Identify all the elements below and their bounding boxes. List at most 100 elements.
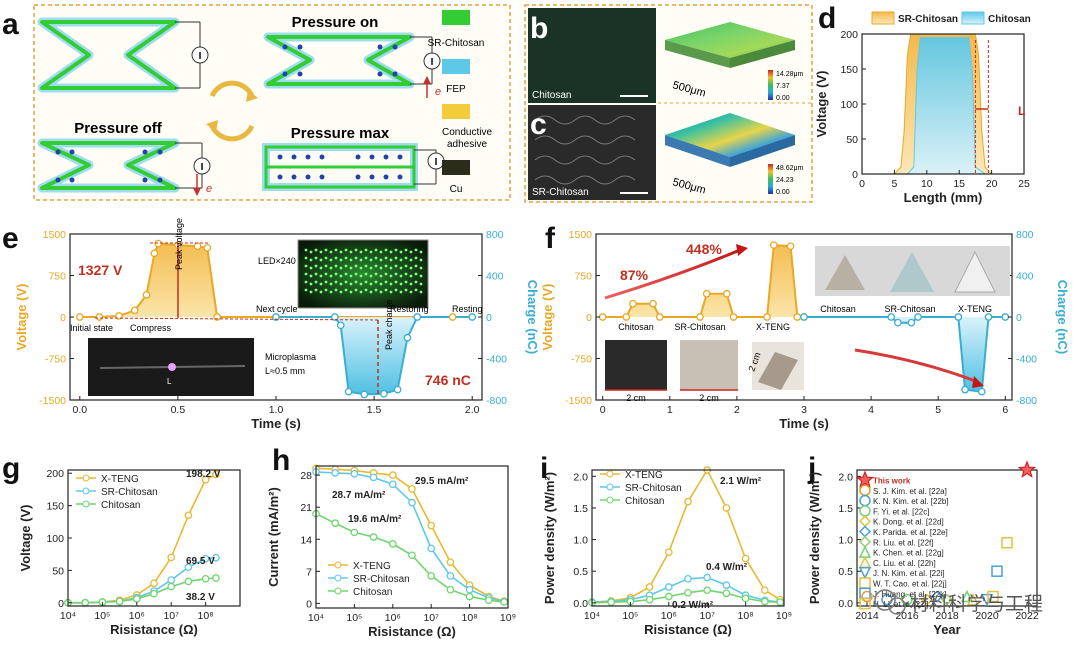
charge-point-f — [1001, 313, 1010, 321]
voltage-point-e — [130, 306, 139, 315]
sem-label-chitosan: Chitosan — [532, 90, 571, 101]
x-tick-label-g: 10⁵ — [94, 610, 110, 622]
device-pressure-on: I e — [263, 32, 441, 98]
led-dot — [314, 288, 318, 292]
led-dot — [389, 258, 393, 262]
led-dot — [409, 258, 413, 262]
led-label: LED×240 — [258, 256, 296, 266]
led-dot — [324, 280, 328, 284]
panel-f-annotations: 87% 448% Chitosan SR-Chitosan X-TENG 2 c… — [604, 241, 1010, 403]
point-h-2 — [427, 572, 436, 580]
value-label-g: 38.2 V — [186, 592, 215, 603]
legend-sr-chitosan: SR-Chitosan — [428, 38, 485, 49]
point-i-2 — [760, 597, 769, 606]
ammeter-label: I — [435, 157, 438, 168]
led-dot — [414, 272, 418, 276]
area-voltage-f — [602, 245, 804, 317]
x-axis-label-g: Risistance (Ω) — [110, 622, 198, 637]
y-tick-label-i: 0.0 — [573, 598, 588, 610]
point-h-1 — [388, 480, 397, 489]
led-dot — [359, 290, 363, 294]
x-tick-label-f: 4 — [868, 404, 874, 416]
scatter-point-j — [861, 590, 873, 603]
charge-point-e — [468, 313, 477, 321]
led-dot — [349, 290, 353, 294]
legend-label-j: K. Parida. et al. [22e] — [873, 528, 948, 537]
x-tick-label-i: 10⁶ — [661, 610, 677, 622]
y-tick-label-d: 200 — [840, 29, 858, 41]
led-dot — [329, 266, 333, 270]
legend-marker-j — [858, 545, 872, 558]
y-tick-label-e: 750 — [48, 271, 66, 283]
x-tick-label-d: 20 — [986, 178, 998, 190]
legend-label-j: H. Li. et al. [22l] — [873, 600, 929, 609]
y-tick-label-e: -1500 — [39, 395, 66, 407]
y2-tick-label-e: 400 — [486, 271, 504, 283]
panel-label-d: d — [818, 2, 836, 35]
y2-axis-label-e: Charge (nC) — [525, 280, 540, 354]
led-dot — [349, 282, 353, 286]
legend-label-i: Chitosan — [625, 496, 664, 507]
ammeter-icon — [193, 157, 211, 175]
panel-e-annotations: 1327 V 746 nC LED×240 L Microplasma L≈0.… — [70, 218, 483, 396]
led-dot — [359, 274, 363, 278]
state-pressure-max: Pressure max — [291, 125, 390, 142]
led-dot — [369, 274, 373, 278]
led-dot — [414, 288, 418, 292]
x-tick-label-j: 2022 — [1015, 610, 1039, 622]
point-h-1 — [427, 544, 436, 553]
led-dot — [329, 282, 333, 286]
y-axis-label-g: Voltage (V) — [18, 505, 33, 572]
led-dot — [384, 280, 388, 284]
led-dot — [304, 248, 308, 252]
y-tick-label-g: 150 — [46, 501, 64, 513]
led-dot — [389, 250, 393, 254]
scatter-point-j — [920, 593, 934, 606]
led-dot — [359, 266, 363, 270]
panel-label-i: i — [540, 452, 548, 485]
x-tick-label-f: 1 — [667, 404, 673, 416]
y-tick-label-i: 1.5 — [573, 503, 588, 515]
x-tick-label-i: 10⁸ — [738, 610, 754, 622]
y-tick-label-d: 150 — [840, 64, 858, 76]
cbar-c-mid: 24.23 — [776, 177, 794, 184]
point-i-0 — [741, 554, 750, 563]
led-dot — [364, 264, 368, 268]
watermark: 材料科学与工程 — [874, 589, 1043, 615]
cbar-c-min: 0.00 — [776, 189, 790, 196]
point-g-0 — [184, 511, 193, 520]
led-dot — [344, 248, 348, 252]
legend-conductive: Conductive adhesive — [442, 127, 492, 150]
point-g-2 — [167, 582, 176, 591]
legend-marker-j — [858, 525, 872, 538]
point-i-1 — [684, 574, 692, 583]
led-dot — [404, 264, 408, 268]
point-i-2 — [607, 598, 616, 607]
y-tick-label-h: 7 — [306, 566, 312, 578]
value-label-g: 69.5 V — [186, 556, 215, 567]
legend-label-j: J. N. Kim. et al. [22i] — [873, 569, 945, 578]
voltage-point-f — [702, 289, 711, 298]
led-dot — [379, 258, 383, 262]
legend-swatch-conductive — [442, 104, 470, 119]
led-dot — [334, 280, 338, 284]
led-dot — [374, 288, 378, 292]
led-dot — [359, 282, 363, 286]
led-dot — [334, 256, 338, 260]
led-dot — [369, 290, 373, 294]
y-axis-label-d: Voltage (V) — [814, 71, 829, 138]
led-dot — [419, 282, 423, 286]
led-dot — [419, 250, 423, 254]
x-axis-label-e: Time (s) — [251, 416, 301, 431]
electron-label: e — [206, 183, 212, 195]
led-dot — [384, 264, 388, 268]
led-dot — [399, 250, 403, 254]
legend-marker-h — [334, 561, 342, 569]
panel-d-chart: d 0 5 10 15 20 25 0 50 100 150 200 Length (mm) Volta… — [814, 2, 1031, 205]
point-h-1 — [465, 585, 474, 594]
value-label-h: 28.7 mA/m² — [332, 490, 386, 501]
x-tick-label-h: 10⁵ — [346, 612, 362, 624]
stage-restoring: Restoring — [390, 304, 429, 314]
point-h-0 — [427, 521, 436, 530]
x-tick-label-j: 2020 — [975, 610, 999, 622]
